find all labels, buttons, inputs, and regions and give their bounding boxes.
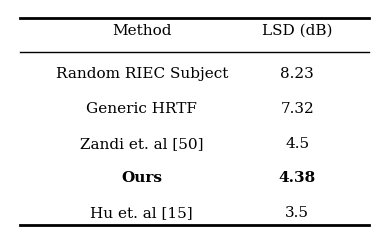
Text: Hu et. al [15]: Hu et. al [15] [91, 206, 193, 220]
Text: LSD (dB): LSD (dB) [262, 24, 332, 38]
Text: 8.23: 8.23 [280, 67, 314, 81]
Text: Method: Method [112, 24, 172, 38]
Text: 7.32: 7.32 [280, 102, 314, 116]
Text: Ours: Ours [121, 171, 162, 185]
Text: Generic HRTF: Generic HRTF [86, 102, 197, 116]
Text: Random RIEC Subject: Random RIEC Subject [55, 67, 228, 81]
Text: Zandi et. al [50]: Zandi et. al [50] [80, 137, 204, 151]
Text: 4.5: 4.5 [285, 137, 309, 151]
Text: 3.5: 3.5 [285, 206, 309, 220]
Text: 4.38: 4.38 [278, 171, 316, 185]
